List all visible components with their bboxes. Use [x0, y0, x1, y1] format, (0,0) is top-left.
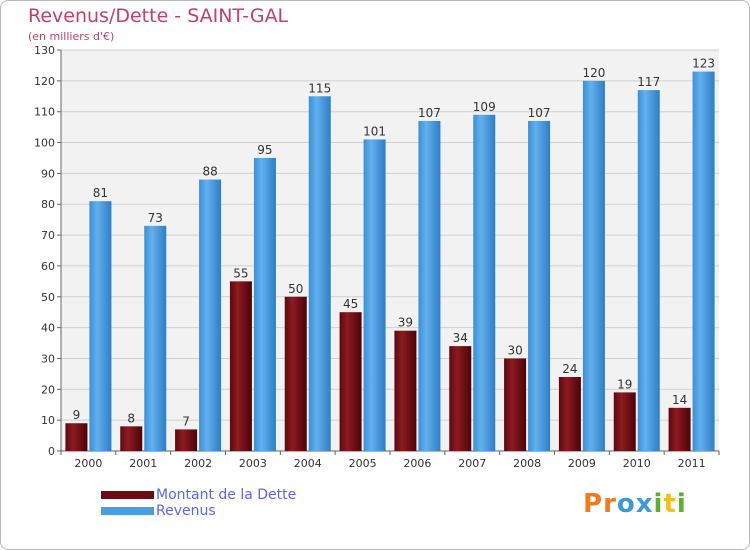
y-tick-label: 30 — [41, 352, 55, 365]
data-label-revenue: 95 — [257, 143, 272, 157]
logo-letter: r — [603, 489, 617, 519]
data-label-revenue: 107 — [528, 106, 551, 120]
bar-debt — [175, 429, 198, 451]
legend-item-debt: Montant de la Dette — [101, 487, 296, 503]
y-tick-label: 0 — [48, 445, 55, 458]
legend-item-revenue: Revenus — [101, 503, 296, 519]
data-label-revenue: 81 — [93, 186, 108, 200]
data-label-debt: 24 — [562, 362, 577, 376]
legend-label-revenue: Revenus — [156, 503, 216, 519]
data-label-debt: 7 — [182, 414, 190, 428]
data-label-debt: 39 — [398, 316, 413, 330]
data-label-debt: 14 — [672, 393, 687, 407]
bar-revenue — [582, 80, 605, 451]
data-label-debt: 8 — [127, 411, 135, 425]
data-label-debt: 9 — [73, 408, 81, 422]
y-tick-label: 90 — [41, 167, 55, 180]
bar-revenue — [363, 139, 386, 451]
logo-letter: o — [616, 489, 636, 519]
data-label-revenue: 109 — [473, 100, 496, 114]
data-label-debt: 45 — [343, 297, 358, 311]
x-tick-label: 2003 — [239, 457, 267, 470]
bar-debt — [394, 330, 417, 451]
x-tick-label: 2010 — [623, 457, 651, 470]
bar-debt — [558, 376, 581, 451]
y-tick-label: 20 — [41, 383, 55, 396]
logo-letter: P — [583, 489, 604, 519]
x-tick-label: 2006 — [403, 457, 431, 470]
y-tick-label: 120 — [34, 75, 55, 88]
legend-label-debt: Montant de la Dette — [156, 487, 297, 503]
bar-revenue — [473, 114, 496, 452]
x-tick-label: 2008 — [513, 457, 541, 470]
x-tick-label: 2011 — [678, 457, 706, 470]
bar-revenue — [89, 201, 112, 451]
bar-debt — [504, 358, 527, 451]
data-label-debt: 34 — [453, 331, 468, 345]
chart-subtitle: (en milliers d'€) — [28, 30, 115, 43]
data-label-revenue: 88 — [202, 165, 217, 179]
bar-debt — [339, 312, 362, 451]
x-tick-label: 2001 — [129, 457, 157, 470]
legend-swatch-revenue — [101, 507, 154, 515]
proxiti-logo: Proxiti — [583, 489, 687, 519]
x-tick-label: 2005 — [349, 457, 377, 470]
y-tick-label: 130 — [34, 44, 55, 57]
bar-debt — [229, 281, 252, 451]
plot-area — [61, 50, 719, 451]
logo-letter: i — [676, 489, 687, 519]
bar-revenue — [308, 96, 331, 452]
x-tick-label: 2009 — [568, 457, 596, 470]
bar-revenue — [144, 225, 167, 451]
chart-legend: Montant de la Dette Revenus — [101, 487, 296, 519]
data-label-revenue: 101 — [363, 124, 386, 138]
bar-revenue — [418, 120, 441, 451]
bar-debt — [65, 423, 88, 451]
chart-title: Revenus/Dette - SAINT-GAL — [28, 5, 289, 27]
bar-revenue — [528, 120, 551, 451]
y-tick-label: 40 — [41, 322, 55, 335]
x-tick-label: 2007 — [458, 457, 486, 470]
data-label-revenue: 123 — [692, 57, 715, 71]
x-tick-label: 2000 — [74, 457, 102, 470]
bar-debt — [613, 392, 636, 451]
data-label-revenue: 117 — [637, 75, 660, 89]
y-tick-label: 110 — [34, 106, 55, 119]
bar-revenue — [253, 157, 276, 451]
bar-debt — [284, 296, 307, 451]
y-tick-label: 60 — [41, 260, 55, 273]
data-label-debt: 50 — [288, 282, 303, 296]
legend-swatch-debt — [101, 491, 154, 499]
logo-letter: i — [653, 489, 664, 519]
data-label-revenue: 107 — [418, 106, 441, 120]
y-tick-label: 10 — [41, 414, 55, 427]
data-label-revenue: 73 — [148, 211, 163, 225]
data-label-revenue: 120 — [582, 66, 605, 80]
bar-debt — [120, 426, 143, 451]
data-label-revenue: 115 — [308, 81, 331, 95]
bar-debt — [668, 407, 691, 451]
y-tick-label: 100 — [34, 137, 55, 150]
y-tick-label: 50 — [41, 291, 55, 304]
x-tick-label: 2004 — [294, 457, 322, 470]
x-tick-label: 2002 — [184, 457, 212, 470]
y-tick-label: 80 — [41, 198, 55, 211]
bar-debt — [449, 346, 472, 451]
logo-letter: x — [635, 489, 654, 519]
bar-revenue — [692, 71, 715, 451]
data-label-debt: 30 — [507, 343, 522, 357]
data-label-debt: 19 — [617, 377, 632, 391]
logo-letter: t — [663, 489, 677, 519]
bar-revenue — [199, 179, 222, 452]
bar-revenue — [637, 90, 660, 451]
data-label-debt: 55 — [233, 266, 248, 280]
y-tick-label: 70 — [41, 229, 55, 242]
